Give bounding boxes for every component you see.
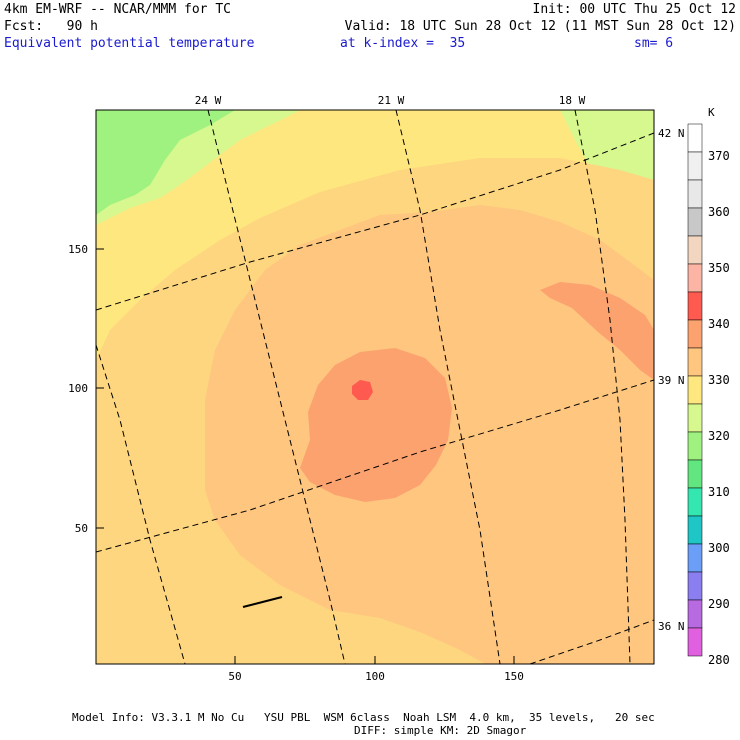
parallel-36n — [529, 619, 654, 664]
colorbar-swatch — [687, 571, 703, 601]
colorbar-swatch — [687, 235, 703, 265]
colorbar-swatch — [687, 599, 703, 629]
colorbar-swatch — [687, 627, 703, 657]
colorbar-swatch — [687, 515, 703, 545]
tick-marks — [96, 248, 515, 664]
colorbar-label: 310 — [708, 485, 730, 499]
lat-label-36n: 36 N — [658, 620, 685, 633]
init-time: Init: 00 UTC Thu 25 Oct 12 — [532, 2, 737, 17]
wind-barb — [242, 596, 283, 608]
colorbar-swatch — [687, 319, 703, 349]
colorbar: 370 360 350 340 330 320 310 300 290 280 — [687, 123, 730, 667]
y-tick-label: 150 — [68, 243, 88, 256]
smoothing-info: sm= 6 — [634, 36, 674, 51]
colorbar-label: 290 — [708, 597, 730, 611]
colorbar-swatch — [687, 207, 703, 237]
colorbar-label: 330 — [708, 373, 730, 387]
colorbar-swatch — [687, 487, 703, 517]
filled-field — [96, 110, 654, 664]
colorbar-swatch — [687, 123, 703, 153]
colorbar-label: 360 — [708, 205, 730, 219]
colorbar-swatch — [687, 403, 703, 433]
colorbar-swatch — [687, 347, 703, 377]
forecast-hour: Fcst: 90 h — [4, 19, 98, 34]
colorbar-swatch — [687, 431, 703, 461]
y-tick-label: 100 — [68, 382, 88, 395]
colorbar-label: 340 — [708, 317, 730, 331]
field-name: Equivalent potential temperature — [4, 36, 255, 51]
lon-label-21w: 21 W — [378, 94, 405, 107]
meridian-21w — [395, 110, 501, 664]
y-tick-label: 50 — [75, 522, 88, 535]
graticule — [96, 110, 654, 664]
x-tick-label: 150 — [504, 670, 524, 683]
model-info: Model Info: V3.3.1 M No Cu YSU PBL WSM 6… — [72, 711, 655, 724]
colorbar-swatch — [687, 151, 703, 181]
x-tick-label: 100 — [365, 670, 385, 683]
diffusion-info: DIFF: simple KM: 2D Smagor — [354, 724, 527, 737]
band-335-east — [540, 282, 654, 380]
level-info: at k-index = 35 — [340, 36, 466, 51]
valid-time: Valid: 18 UTC Sun 28 Oct 12 (11 MST Sun … — [344, 19, 736, 34]
lon-label-18w: 18 W — [559, 94, 586, 107]
colorbar-swatch — [687, 543, 703, 573]
meridian-18w — [574, 110, 631, 664]
colorbar-label: 320 — [708, 429, 730, 443]
colorbar-swatch — [687, 179, 703, 209]
band-310 — [96, 110, 235, 215]
band-340-center — [352, 380, 373, 400]
x-tick-label: 50 — [228, 670, 241, 683]
meridian-24w — [207, 110, 346, 664]
colorbar-label: 370 — [708, 149, 730, 163]
lat-label-42n: 42 N — [658, 127, 685, 140]
colorbar-label: 350 — [708, 261, 730, 275]
units-label: K — [708, 106, 715, 119]
colorbar-label: 300 — [708, 541, 730, 555]
lon-label-24w: 24 W — [195, 94, 222, 107]
meridian-west — [96, 344, 186, 664]
colorbar-swatch — [687, 375, 703, 405]
band-335-core — [300, 348, 452, 502]
colorbar-swatch — [687, 459, 703, 489]
colorbar-label: 280 — [708, 653, 730, 667]
colorbar-swatch — [687, 263, 703, 293]
model-title: 4km EM-WRF -- NCAR/MMM for TC — [4, 2, 231, 17]
colorbar-swatch — [687, 291, 703, 321]
axis-labels: 50 100 150 50 100 150 24 W 21 W 18 W 42 … — [68, 94, 684, 683]
lat-label-39n: 39 N — [658, 374, 685, 387]
